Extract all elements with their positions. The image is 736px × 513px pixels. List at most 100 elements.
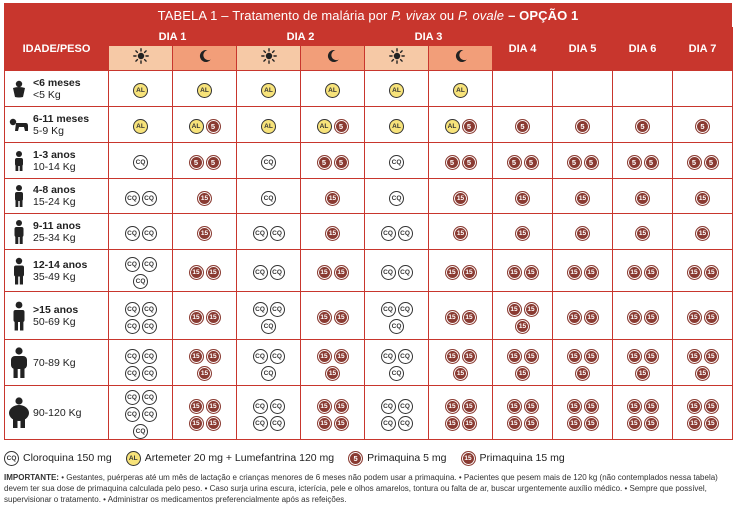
notes-important-label: IMPORTANTE:	[4, 473, 59, 482]
day-3-night-moon-icon	[428, 45, 493, 71]
primaquina-15-pill-icon: 15	[635, 365, 650, 381]
primaquina-5-pill-icon: 5	[703, 154, 719, 170]
primaquina-15-pill-icon: 15	[686, 265, 702, 280]
cq-pill-icon: CQ	[124, 256, 140, 272]
cq-pill-icon: CQ	[380, 226, 396, 241]
primaquina-15-pill-icon: 15	[643, 415, 659, 431]
legend-cq-label: Cloroquina 150 mg	[23, 452, 112, 464]
dosage-table-body: <6 meses <5 Kg AL AL AL AL AL AL 6-11 meses 5-9 K…	[4, 70, 733, 440]
dose-cell: 15 15	[612, 291, 673, 340]
primaquina-5-pill-icon: 5	[575, 118, 590, 134]
row-age: 1-3 anos	[33, 148, 76, 161]
primaquina-15-pill-icon: 15	[197, 190, 212, 206]
dose-cell: 15	[172, 213, 237, 250]
dose-pills: CQ CQ CQ	[123, 256, 159, 289]
primaquina-15-pill-icon: 15	[333, 415, 349, 431]
dose-pills: 15	[325, 190, 340, 206]
primaquina-15-pill-icon: 15	[205, 310, 221, 325]
cq-pill-icon: CQ	[397, 226, 413, 241]
dose-cell	[552, 70, 613, 107]
dose-pills: 15	[515, 190, 530, 206]
header-day-6: DIA 6	[612, 27, 673, 71]
row-weight: 5-9 Kg	[33, 124, 64, 137]
table-row: 6-11 meses 5-9 Kg AL AL 5 AL AL 5 AL AL 5 5 5 5 5	[4, 106, 733, 143]
dose-cell: 15 15 15 15	[612, 385, 673, 440]
row-weight: 10-14 Kg	[33, 160, 76, 173]
row-age: <6 meses	[33, 76, 81, 89]
day-2-morning-sun-icon	[236, 45, 301, 71]
dose-cell: AL	[172, 70, 237, 107]
dose-cell: 5	[552, 106, 613, 143]
primaquina-15-pill-icon: 15	[703, 398, 719, 414]
row-weight: 70-89 Kg	[33, 356, 76, 369]
dose-cell: CQ CQ	[236, 249, 301, 292]
dose-pills: AL	[453, 83, 468, 98]
dose-cell: 15 15	[300, 249, 365, 292]
baby-swaddled-icon	[5, 79, 33, 99]
dose-pills: CQ	[261, 155, 276, 170]
legend-al-label: Artemeter 20 mg + Lumefantrina 120 mg	[144, 452, 335, 464]
cq-pill-icon: CQ	[141, 390, 157, 405]
primaquina-15-pill-icon: 15	[686, 415, 702, 431]
primaquina-15-pill-icon: 15	[444, 415, 460, 431]
cq-pill-icon: CQ	[380, 415, 396, 431]
cq-pill-icon: CQ	[389, 190, 404, 206]
table-row: 1-3 anos 10-14 Kg CQ 5 5 CQ 5 5 CQ 5 5 5 5 5 5 5 5 5 5	[4, 142, 733, 179]
row-weight: <5 Kg	[33, 88, 61, 101]
child-icon	[5, 184, 33, 208]
dose-pills: 15 15	[188, 310, 221, 325]
dose-pills: AL	[133, 119, 148, 134]
row-weight: 50-69 Kg	[33, 315, 76, 328]
dose-cell: 15 15 15 15	[172, 385, 237, 440]
al-pill-icon: AL	[453, 83, 468, 98]
primaquina-15-pill-icon: 15	[643, 265, 659, 280]
dose-cell: 5	[492, 106, 553, 143]
al-pill-icon: AL	[133, 119, 148, 134]
cq-pill-icon: CQ	[380, 398, 396, 414]
dose-cell: 15	[300, 178, 365, 214]
dose-pills: AL	[389, 83, 404, 98]
dose-cell: 5	[672, 106, 733, 143]
child-icon	[15, 185, 23, 207]
primaquina-15-pill-icon: 15	[566, 398, 582, 414]
dose-cell: 15 15	[672, 249, 733, 292]
row-label: 90-120 Kg	[33, 407, 81, 419]
dose-pills: 5	[635, 118, 650, 134]
dose-cell: AL	[428, 70, 493, 107]
legend: CQ Cloroquina 150 mg AL Artemeter 20 mg + …	[4, 448, 732, 468]
dose-pills: CQ CQ CQ	[251, 301, 287, 334]
primaquina-15-pill-icon: 15	[453, 190, 468, 206]
primaquina-15-pill-icon: 15	[316, 310, 332, 325]
primaquina-15-pill-icon: 15	[461, 265, 477, 280]
cq-pill-icon: CQ	[269, 398, 285, 414]
dose-cell: AL	[300, 70, 365, 107]
dose-cell: CQ CQ	[364, 249, 429, 292]
legend-cq: CQ Cloroquina 150 mg	[4, 450, 112, 466]
primaquina-15-pill-icon: 15	[626, 348, 642, 364]
primaquina-15-pill-icon: 15	[635, 190, 650, 206]
dose-cell: CQ CQ	[364, 213, 429, 250]
al-pill-icon: AL	[261, 83, 276, 98]
dose-cell: CQ CQ CQ	[236, 339, 301, 386]
cq-pill-icon: CQ	[269, 348, 285, 364]
primaquina-15-pill-icon: 15	[506, 348, 522, 364]
row-label: 70-89 Kg	[33, 357, 76, 369]
primaquina-5-pill-icon: 5	[566, 154, 582, 170]
primaquina-15-pill-icon: 15	[583, 348, 599, 364]
primaquina-15-pill-icon: 15	[188, 415, 204, 431]
title-species-1: P. vivax	[391, 7, 436, 23]
primaquina-5-pill-icon: 5	[461, 119, 477, 134]
cq-pill-icon: CQ	[252, 226, 268, 241]
dose-cell: 15 15 15	[552, 339, 613, 386]
cq-pill-icon: CQ	[141, 365, 157, 381]
primaquina-15-pill-icon: 15	[626, 310, 642, 325]
primaquina-15-pill-icon: 15	[643, 398, 659, 414]
al-pill-icon: AL	[197, 83, 212, 98]
header-day-2: DIA 2	[236, 27, 365, 46]
obese-adult-icon	[9, 396, 29, 428]
adult-icon	[13, 301, 25, 330]
day-3-morning-sun-icon	[364, 45, 429, 71]
dose-cell: CQ CQ CQ CQ	[108, 339, 173, 386]
